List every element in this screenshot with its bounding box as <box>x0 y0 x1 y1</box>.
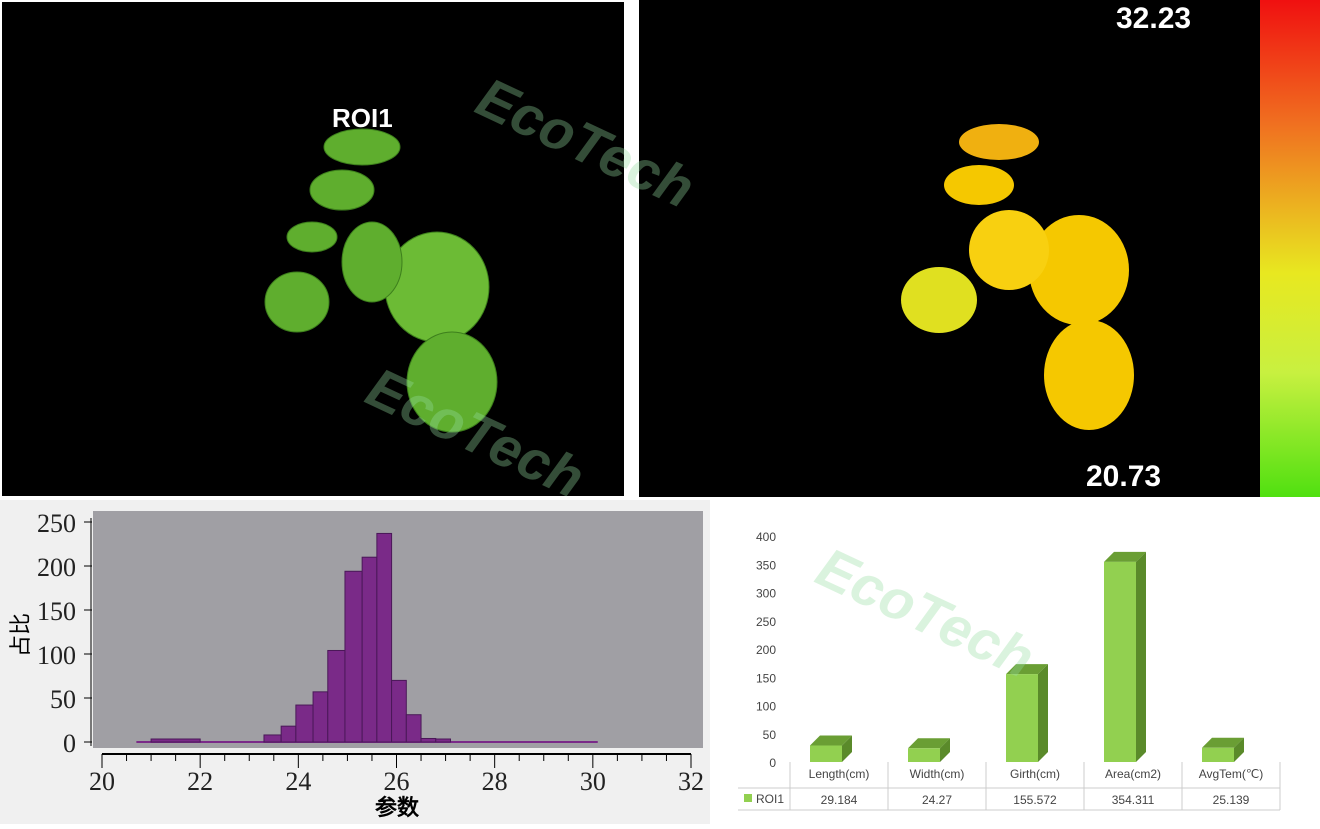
category-label: Length(cm) <box>809 767 870 781</box>
y-tick-label: 150 <box>37 597 76 626</box>
bar-chart-panel: 0 50 100 150 200 250 300 350 400 Length(cm) 29.184… <box>710 500 1320 824</box>
y-tick-label: 0 <box>769 756 776 770</box>
histogram-bar <box>295 704 314 743</box>
y-axis-title: 占比 <box>8 613 33 657</box>
legend-label: ROI1 <box>756 792 784 806</box>
bar-side <box>940 738 950 762</box>
y-tick-label: 0 <box>63 729 76 758</box>
histogram-bar <box>263 734 282 743</box>
y-tick-label: 50 <box>50 685 76 714</box>
x-tick-label: 26 <box>384 767 410 796</box>
roi-label: ROI1 <box>332 103 393 133</box>
y-tick-label: 350 <box>756 558 776 572</box>
histogram-bar <box>280 725 297 743</box>
y-tick-label: 100 <box>756 700 776 714</box>
table-cell: 25.139 <box>1213 793 1250 807</box>
y-tick-label: 50 <box>763 728 777 742</box>
category-label: Width(cm) <box>910 767 965 781</box>
x-tick-label: 22 <box>187 767 213 796</box>
y-tick-label: 250 <box>756 615 776 629</box>
bar-top <box>1202 737 1244 748</box>
histogram-bar <box>376 532 393 743</box>
y-tick-label: 400 <box>756 530 776 544</box>
rgb-image-panel: ROI1 <box>2 2 624 496</box>
table-cell: 354.311 <box>1112 793 1155 807</box>
thermal-image-panel: 32.23 20.73 <box>639 0 1260 497</box>
y-tick-label: 200 <box>756 643 776 657</box>
bar-top <box>1104 551 1146 562</box>
plant-image: ROI1 <box>264 103 498 433</box>
bar-top <box>1006 664 1048 675</box>
y-tick-label: 300 <box>756 587 776 601</box>
bar <box>1006 674 1038 762</box>
bar-side <box>842 735 852 762</box>
histogram-bar <box>150 738 201 743</box>
bar <box>1104 561 1136 762</box>
category-label: Area(cm2) <box>1105 767 1161 781</box>
histogram-bar <box>312 691 329 743</box>
bar <box>1202 747 1234 762</box>
histogram-bar <box>361 556 378 743</box>
bar-side <box>1038 664 1048 762</box>
max-temp-label: 32.23 <box>1116 2 1192 35</box>
histogram-bar <box>391 679 407 743</box>
temperature-color-bar <box>1260 0 1320 497</box>
bar-side <box>1136 551 1146 762</box>
histogram-bar <box>435 738 451 743</box>
x-tick-label: 24 <box>285 767 311 796</box>
histogram-panel: 0 50 100 150 200 250 20 22 24 26 28 30 32 参数 占比 <box>0 500 710 824</box>
legend-swatch <box>744 794 752 802</box>
histogram-bar <box>405 714 422 743</box>
bar <box>810 745 842 762</box>
bar-top <box>908 738 950 749</box>
x-tick-label: 32 <box>678 767 704 796</box>
category-label: AvgTem(℃) <box>1199 767 1264 781</box>
y-tick-label: 100 <box>37 641 76 670</box>
bar <box>908 748 940 762</box>
table-cell: 155.572 <box>1013 793 1057 807</box>
x-tick-label: 30 <box>580 767 606 796</box>
x-tick-label: 20 <box>89 767 115 796</box>
x-axis-title: 参数 <box>375 795 420 820</box>
bar-top <box>810 735 852 746</box>
bar-side <box>1234 737 1244 762</box>
y-tick-label: 150 <box>756 671 776 685</box>
y-tick-label: 200 <box>37 553 76 582</box>
histogram-bar <box>327 649 346 743</box>
min-temp-label: 20.73 <box>1086 460 1162 493</box>
histogram-bar <box>420 737 437 743</box>
histogram-bar <box>344 570 363 743</box>
y-tick-label: 250 <box>37 509 76 538</box>
table-cell: 24.27 <box>922 793 952 807</box>
table-cell: 29.184 <box>821 793 858 807</box>
thermal-plant-image <box>901 124 1134 430</box>
category-label: Girth(cm) <box>1010 767 1060 781</box>
x-tick-label: 28 <box>482 767 508 796</box>
